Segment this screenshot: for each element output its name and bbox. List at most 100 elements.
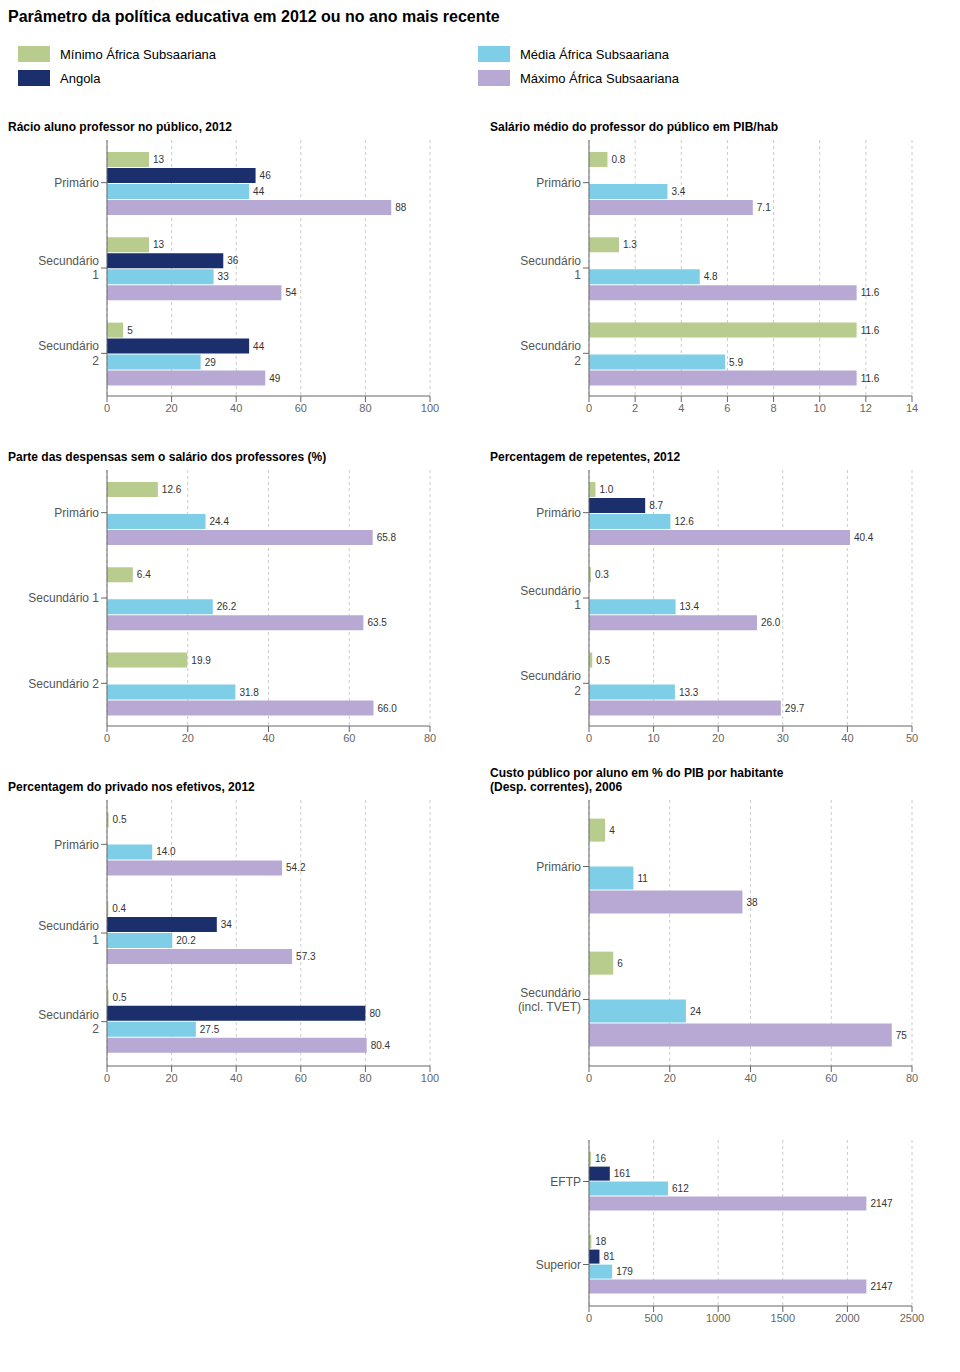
svg-text:33: 33 [218, 271, 230, 282]
svg-text:5: 5 [127, 325, 133, 336]
svg-text:0: 0 [586, 732, 592, 744]
svg-text:1500: 1500 [771, 1312, 795, 1324]
svg-text:10: 10 [814, 402, 826, 414]
svg-text:30: 30 [777, 732, 789, 744]
svg-text:20: 20 [182, 732, 194, 744]
svg-text:Primário: Primário [536, 860, 581, 874]
svg-text:4.8: 4.8 [704, 271, 718, 282]
svg-text:12.6: 12.6 [162, 484, 182, 495]
svg-text:20: 20 [712, 732, 724, 744]
svg-text:Superior: Superior [536, 1258, 581, 1272]
svg-text:Primário: Primário [536, 506, 581, 520]
svg-text:63.5: 63.5 [367, 617, 387, 628]
svg-text:27.5: 27.5 [200, 1024, 220, 1035]
svg-text:12: 12 [860, 402, 872, 414]
svg-text:11.6: 11.6 [861, 373, 880, 384]
svg-text:75: 75 [896, 1030, 908, 1041]
svg-text:0: 0 [586, 1312, 592, 1324]
svg-text:38: 38 [746, 897, 758, 908]
svg-text:Secundário1: Secundário1 [38, 254, 99, 282]
svg-text:0.5: 0.5 [113, 992, 127, 1003]
svg-text:1000: 1000 [706, 1312, 730, 1324]
svg-text:1.3: 1.3 [623, 239, 637, 250]
svg-text:3.4: 3.4 [671, 186, 685, 197]
svg-text:Primário: Primário [54, 176, 99, 190]
svg-text:14.0: 14.0 [156, 846, 176, 857]
svg-text:Secundário2: Secundário2 [38, 1008, 99, 1036]
svg-text:6.4: 6.4 [137, 569, 151, 580]
svg-text:0: 0 [104, 732, 110, 744]
svg-text:16: 16 [595, 1153, 607, 1164]
svg-text:49: 49 [269, 373, 281, 384]
svg-text:80: 80 [369, 1008, 381, 1019]
svg-text:0: 0 [104, 402, 110, 414]
svg-text:50: 50 [906, 732, 918, 744]
svg-text:Secundário1: Secundário1 [38, 919, 99, 947]
svg-text:26.2: 26.2 [217, 601, 237, 612]
svg-text:2147: 2147 [870, 1198, 893, 1209]
svg-text:100: 100 [421, 402, 439, 414]
svg-text:54.2: 54.2 [286, 862, 306, 873]
svg-text:4: 4 [609, 825, 615, 836]
svg-text:11: 11 [637, 873, 648, 884]
svg-text:179: 179 [616, 1266, 633, 1277]
svg-text:60: 60 [295, 1072, 307, 1084]
svg-text:20: 20 [664, 1072, 676, 1084]
svg-text:80.4: 80.4 [371, 1040, 391, 1051]
svg-text:Primário: Primário [536, 176, 581, 190]
svg-text:18: 18 [595, 1236, 607, 1247]
svg-text:100: 100 [421, 1072, 439, 1084]
svg-text:40: 40 [744, 1072, 756, 1084]
svg-text:12.6: 12.6 [674, 516, 694, 527]
svg-text:1.0: 1.0 [599, 484, 613, 495]
svg-text:2: 2 [632, 402, 638, 414]
svg-text:500: 500 [644, 1312, 662, 1324]
svg-text:80: 80 [424, 732, 436, 744]
svg-text:20: 20 [165, 1072, 177, 1084]
svg-text:0.8: 0.8 [611, 154, 625, 165]
svg-text:Secundário2: Secundário2 [520, 669, 581, 697]
svg-text:0.5: 0.5 [113, 814, 127, 825]
svg-text:34: 34 [221, 919, 233, 930]
svg-text:Secundário 2: Secundário 2 [28, 677, 99, 691]
svg-text:24.4: 24.4 [210, 516, 230, 527]
svg-text:6: 6 [724, 402, 730, 414]
svg-text:13.4: 13.4 [680, 601, 700, 612]
svg-text:40.4: 40.4 [854, 532, 874, 543]
svg-text:8.7: 8.7 [649, 500, 663, 511]
svg-text:40: 40 [230, 1072, 242, 1084]
svg-text:60: 60 [343, 732, 355, 744]
svg-text:20.2: 20.2 [176, 935, 196, 946]
svg-text:5.9: 5.9 [729, 357, 743, 368]
svg-text:2500: 2500 [900, 1312, 924, 1324]
svg-text:20: 20 [165, 402, 177, 414]
svg-text:0: 0 [104, 1072, 110, 1084]
svg-text:10: 10 [647, 732, 659, 744]
svg-text:31.8: 31.8 [239, 687, 259, 698]
svg-text:80: 80 [906, 1072, 918, 1084]
svg-text:88: 88 [395, 202, 407, 213]
svg-text:11.6: 11.6 [861, 325, 880, 336]
svg-text:13.3: 13.3 [679, 687, 699, 698]
svg-text:8: 8 [771, 402, 777, 414]
svg-text:Secundário2: Secundário2 [38, 339, 99, 367]
svg-text:80: 80 [359, 402, 371, 414]
svg-text:44: 44 [253, 341, 265, 352]
svg-text:4: 4 [678, 402, 684, 414]
svg-text:19.9: 19.9 [191, 655, 211, 666]
svg-text:6: 6 [617, 958, 623, 969]
svg-text:14: 14 [906, 402, 918, 414]
svg-text:54: 54 [285, 287, 297, 298]
svg-text:40: 40 [230, 402, 242, 414]
svg-text:65.8: 65.8 [377, 532, 397, 543]
svg-text:66.0: 66.0 [377, 703, 397, 714]
svg-text:0: 0 [586, 402, 592, 414]
svg-text:EFTP: EFTP [550, 1175, 581, 1189]
svg-text:24: 24 [690, 1006, 702, 1017]
svg-text:0: 0 [586, 1072, 592, 1084]
svg-text:81: 81 [603, 1251, 615, 1262]
svg-text:2000: 2000 [835, 1312, 859, 1324]
svg-text:161: 161 [614, 1168, 631, 1179]
svg-text:11.6: 11.6 [861, 287, 880, 298]
svg-text:0.4: 0.4 [112, 903, 126, 914]
